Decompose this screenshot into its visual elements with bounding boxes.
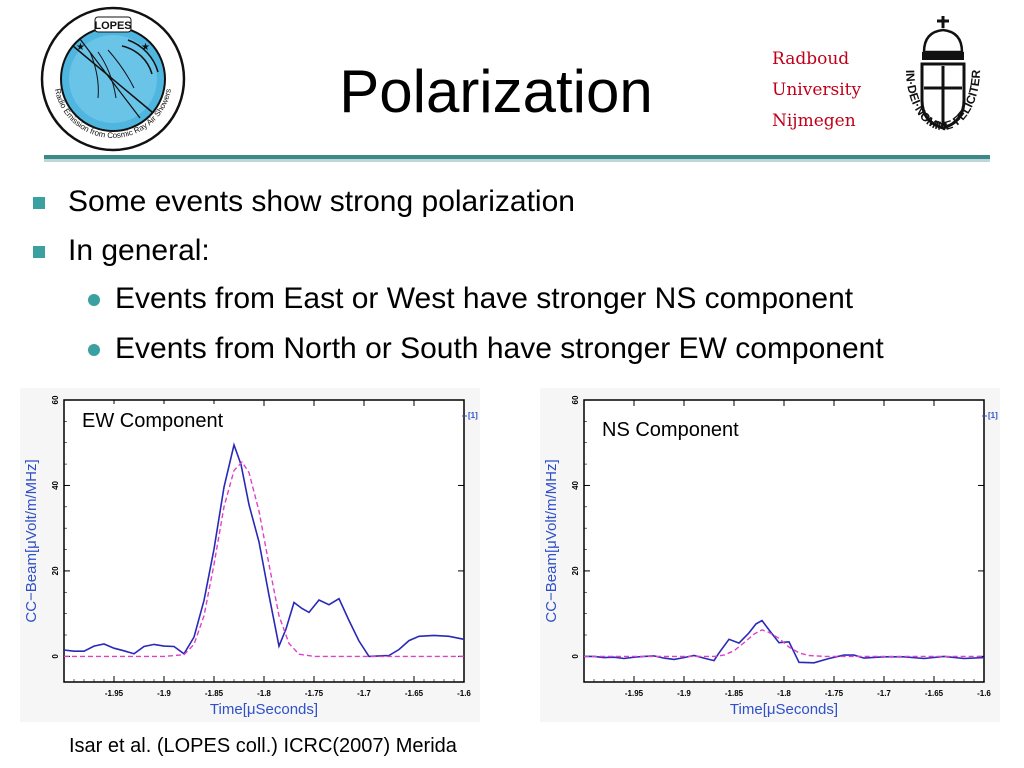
legend-tag: [1] bbox=[988, 411, 998, 420]
slide-title: Polarization bbox=[339, 58, 653, 125]
citation: Isar et al. (LOPES coll.) ICRC(2007) Mer… bbox=[69, 735, 457, 757]
svg-text:★: ★ bbox=[76, 42, 85, 53]
y-tick-label: 60 bbox=[571, 395, 580, 404]
bullet-dot bbox=[88, 294, 100, 306]
bullet-square bbox=[33, 246, 45, 258]
x-tick-label: -1.9 bbox=[677, 689, 691, 698]
y-tick-label: 40 bbox=[51, 480, 60, 489]
plot-frame bbox=[583, 399, 985, 683]
y-tick-label: 20 bbox=[571, 566, 580, 575]
x-tick-label: -1.85 bbox=[725, 689, 744, 698]
x-tick-label: -1.75 bbox=[825, 689, 844, 698]
sub-bullet-2: Events from North or South have stronger… bbox=[115, 332, 884, 365]
university-name: Radboud University Nijmegen bbox=[772, 49, 862, 131]
bullet-1: Some events show strong polarization bbox=[68, 185, 575, 218]
fit-curve bbox=[64, 460, 464, 658]
y-tick-label: 0 bbox=[51, 654, 60, 659]
x-axis-label: Time[μSeconds] bbox=[730, 701, 838, 718]
chart-annotation: NS Component bbox=[602, 419, 739, 441]
y-axis-label: CC−Beam[μVolt/m/MHz] bbox=[23, 459, 40, 622]
y-axis-label: CC−Beam[μVolt/m/MHz] bbox=[543, 459, 560, 622]
bullet-square bbox=[33, 197, 45, 209]
svg-text:★: ★ bbox=[141, 42, 150, 53]
x-tick-label: -1.8 bbox=[777, 689, 791, 698]
plot-frame bbox=[63, 399, 465, 683]
chart-annotation: EW Component bbox=[82, 410, 224, 432]
x-tick-label: -1.85 bbox=[205, 689, 224, 698]
y-tick-label: 60 bbox=[51, 395, 60, 404]
svg-text:LOPES: LOPES bbox=[94, 20, 131, 32]
ew-component-chart: -1.95 -1.9 -1.85 -1.8 -1.75 -1.7 -1.65 -1.6 0 20 4… bbox=[23, 395, 478, 718]
bullet-dot bbox=[88, 344, 100, 356]
header-divider bbox=[44, 155, 990, 159]
x-tick-label: -1.65 bbox=[925, 689, 944, 698]
x-tick-label: -1.95 bbox=[625, 689, 644, 698]
x-tick-label: -1.6 bbox=[457, 689, 471, 698]
ns-component-chart: -1.95 -1.9 -1.85 -1.8 -1.75 -1.7 -1.65 -1.6 0 20 4… bbox=[543, 395, 998, 718]
legend-tag: [1] bbox=[468, 411, 478, 420]
y-tick-label: 40 bbox=[571, 480, 580, 489]
lopes-logo: LOPES Radio Emission from Cosmic Ray Air… bbox=[40, 6, 186, 152]
ew-chart-panel: -1.95 -1.9 -1.85 -1.8 -1.75 -1.7 -1.65 -1.6 0 20 4… bbox=[20, 388, 480, 722]
annotation-box bbox=[76, 404, 222, 442]
x-tick-label: -1.95 bbox=[105, 689, 124, 698]
x-tick-label: -1.7 bbox=[357, 689, 371, 698]
x-tick-label: -1.8 bbox=[257, 689, 271, 698]
x-axis-label: Time[μSeconds] bbox=[210, 701, 318, 718]
y-tick-label: 20 bbox=[51, 566, 60, 575]
bullet-2: In general: bbox=[68, 234, 210, 267]
x-tick-label: -1.65 bbox=[405, 689, 424, 698]
radboud-seal-logo: IN·DEI·NOMINE·FELICITER bbox=[903, 16, 983, 133]
x-tick-label: -1.75 bbox=[305, 689, 324, 698]
ns-chart-panel: -1.95 -1.9 -1.85 -1.8 -1.75 -1.7 -1.65 -1.6 0 20 4… bbox=[540, 388, 1000, 722]
x-tick-label: -1.6 bbox=[977, 689, 991, 698]
y-tick-label: 0 bbox=[571, 654, 580, 659]
sub-bullet-1: Events from East or West have stronger N… bbox=[115, 282, 854, 315]
x-tick-label: -1.9 bbox=[157, 689, 171, 698]
x-tick-label: -1.7 bbox=[877, 689, 891, 698]
